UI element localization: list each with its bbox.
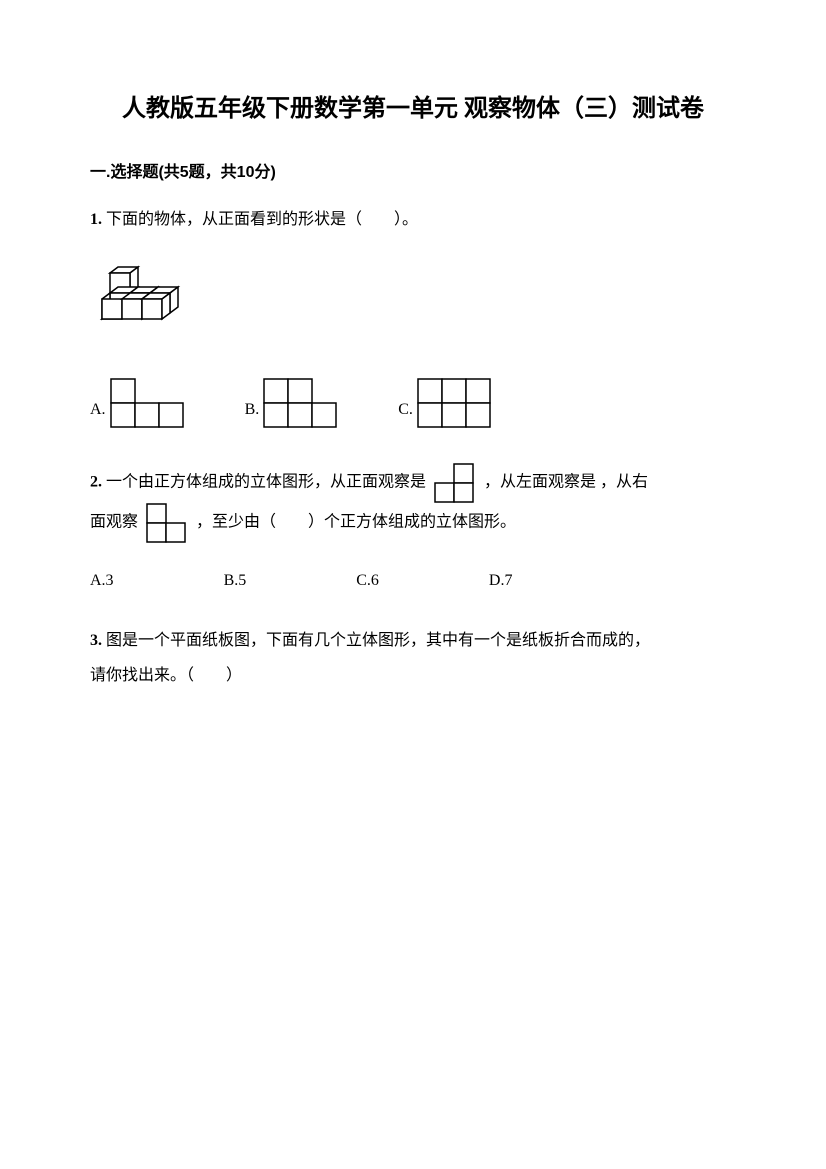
opt-b-label: B. <box>245 392 260 427</box>
q2-line1: 2. 一个由正方体组成的立体图形，从正面观察是 ，从左面观察是 ，从右 <box>90 463 736 503</box>
question-3: 3. 图是一个平面纸板图，下面有几个立体图形，其中有一个是纸板折合而成的， 请你… <box>90 623 736 693</box>
q2-text-p3: 面观察 <box>90 513 138 530</box>
section-header: 一.选择题(共5题，共10分) <box>90 158 736 182</box>
q3-line1: 3. 图是一个平面纸板图，下面有几个立体图形，其中有一个是纸板折合而成的， <box>90 623 736 658</box>
q1-options: A. B. <box>90 378 736 428</box>
q2-opt-c: C.6 <box>356 563 379 598</box>
page-title: 人教版五年级下册数学第一单元 观察物体（三）测试卷 <box>90 90 736 128</box>
q3-line2: 请你找出来。（ ） <box>90 658 736 693</box>
front-view-icon <box>434 463 476 503</box>
q3-text2: 请你找出来。（ ） <box>90 667 242 684</box>
q1-num: 1. <box>90 211 102 228</box>
shape-b-icon <box>263 378 338 428</box>
q2-num: 2. <box>90 473 102 490</box>
q2-options: A.3 B.5 C.6 D.7 <box>90 563 736 598</box>
right-view-icon <box>146 503 188 543</box>
q3-num: 3. <box>90 632 102 649</box>
question-2: 2. 一个由正方体组成的立体图形，从正面观察是 ，从左面观察是 ，从右 面观察 <box>90 463 736 598</box>
q2-shape2 <box>146 503 188 543</box>
q2-opt-d: D.7 <box>489 563 513 598</box>
q1-3d-figure <box>90 263 736 343</box>
q1-option-a: A. <box>90 378 185 428</box>
shape-a-icon <box>110 378 185 428</box>
shape-c-icon <box>417 378 492 428</box>
opt-c-label: C. <box>398 392 413 427</box>
question-1: 1. 下面的物体，从正面看到的形状是（ ）。 <box>90 202 736 427</box>
opt-a-label: A. <box>90 392 106 427</box>
q2-text-p1: 一个由正方体组成的立体图形，从正面观察是 <box>106 473 426 490</box>
q1-text: 1. 下面的物体，从正面看到的形状是（ ）。 <box>90 202 736 237</box>
q2-opt-a: A.3 <box>90 563 114 598</box>
q3-text1: 图是一个平面纸板图，下面有几个立体图形，其中有一个是纸板折合而成的， <box>106 632 650 649</box>
q2-text-p2: ，从左面观察是 ，从右 <box>484 473 648 490</box>
q1-option-c: C. <box>398 378 492 428</box>
q2-line2: 面观察 ，至少由（ ）个正方体组成的立体图形。 <box>90 503 736 543</box>
q1-option-b: B. <box>245 378 339 428</box>
q2-text-p4: ，至少由（ ）个正方体组成的立体图形。 <box>196 513 516 530</box>
q1-body: 下面的物体，从正面看到的形状是（ ）。 <box>106 211 418 228</box>
q2-shape1 <box>434 463 476 503</box>
cube-stack-icon <box>90 263 200 343</box>
q2-opt-b: B.5 <box>224 563 247 598</box>
